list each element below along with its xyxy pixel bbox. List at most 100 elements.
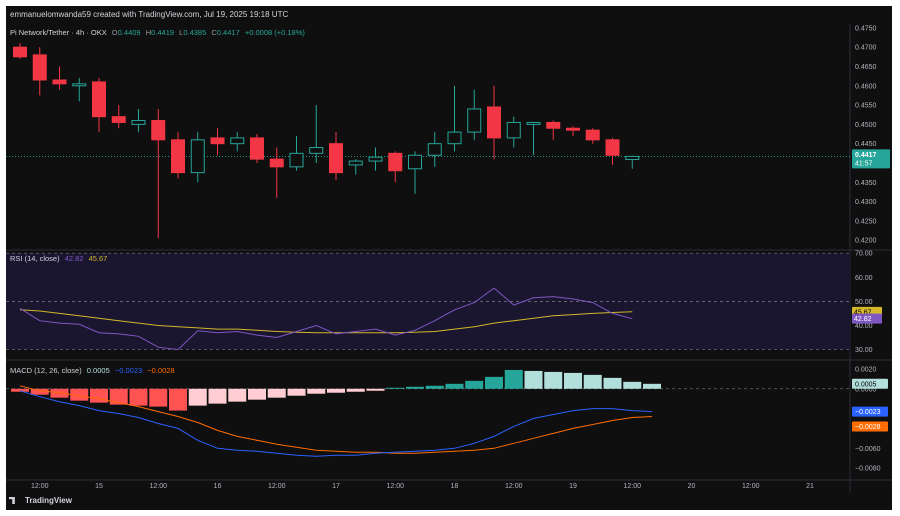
price-axis-tick: 0.4750 (855, 25, 877, 32)
candle-body[interactable] (487, 106, 501, 139)
macd-line-tag (852, 406, 888, 417)
candle-body[interactable] (32, 54, 47, 81)
macd-histogram-bar[interactable] (208, 388, 227, 404)
macd-histogram-bar[interactable] (169, 388, 187, 411)
symbol-legend[interactable]: Pi Network/Tether · 4h · OKX O0.4409 H0.… (10, 28, 308, 37)
candle-body[interactable] (230, 137, 245, 145)
macd-histogram-bar[interactable] (109, 388, 128, 405)
candle-body[interactable] (368, 156, 383, 162)
macd-histogram-bar[interactable] (346, 388, 365, 392)
candle-body[interactable] (131, 120, 146, 125)
tradingview-logo[interactable]: TradingView (9, 496, 72, 505)
macd-hist-tag (852, 378, 888, 389)
macd-histogram-bar[interactable] (267, 388, 286, 398)
candle-body[interactable] (506, 121, 521, 139)
time-axis-tick: 19 (569, 483, 577, 490)
price-axis-tick: 0.4700 (855, 45, 877, 52)
macd-histogram-bar[interactable] (287, 388, 306, 396)
rsi-line[interactable] (19, 287, 633, 351)
price-axis-tick: 0.4650 (855, 64, 877, 71)
chart-canvas[interactable]: 0.4750 0.4700 0.4650 0.4600 0.4550 0.4500 0.44… (6, 6, 892, 510)
candle-body[interactable] (111, 116, 126, 123)
candle-body[interactable] (427, 143, 442, 156)
macd-histogram-bar[interactable] (149, 388, 168, 407)
rsi-ma-line[interactable] (19, 309, 633, 334)
candle-body[interactable] (329, 143, 343, 174)
macd-histogram-bar[interactable] (248, 388, 266, 400)
candle-body[interactable] (566, 127, 580, 131)
macd-histogram-bar[interactable] (485, 376, 503, 389)
candle-body[interactable] (92, 81, 106, 118)
tradingview-chart-frame: 0.4750 0.4700 0.4650 0.4600 0.4550 0.4500 0.44… (6, 6, 892, 510)
macd-line-tag-value: −0.0023 (855, 409, 881, 416)
macd-histogram-bar[interactable] (188, 388, 207, 406)
rsi-name[interactable]: RSI (14, close) (10, 254, 60, 263)
candle-body[interactable] (546, 121, 561, 129)
low-value: 0.4385 (183, 28, 207, 37)
macd-histogram-bar[interactable] (30, 388, 49, 395)
time-axis-tick: 12:00 (31, 483, 49, 490)
tradingview-logo-text: TradingView (25, 496, 72, 505)
candle-body[interactable] (585, 129, 600, 141)
macd-histogram-bar[interactable] (465, 380, 484, 389)
macd-histogram-bar[interactable] (603, 377, 622, 389)
time-axis-tick: 16 (214, 483, 222, 490)
time-axis-tick: 12:00 (268, 483, 286, 490)
macd-histogram-bar[interactable] (564, 372, 582, 389)
macd-axis-tick: 0.0020 (855, 366, 877, 373)
candle-body[interactable] (625, 155, 640, 161)
candle-body[interactable] (269, 158, 284, 168)
macd-histogram-bar[interactable] (504, 369, 523, 389)
macd-histogram-bar[interactable] (90, 388, 108, 403)
candle-body[interactable] (447, 131, 462, 145)
macd-signal-line[interactable] (19, 385, 653, 454)
candle-body[interactable] (526, 121, 541, 125)
candle-body[interactable] (309, 147, 324, 154)
candle-body[interactable] (52, 79, 67, 85)
candle-body[interactable] (388, 152, 403, 172)
symbol-name[interactable]: Pi Network/Tether · 4h · OKX (10, 28, 107, 37)
close-label: C (211, 28, 217, 37)
macd-legend[interactable]: MACD (12, 26, close) 0.0005 −0.0023 −0.0… (10, 366, 178, 375)
macd-histogram-bar[interactable] (643, 383, 661, 389)
candle-body[interactable] (467, 108, 482, 133)
macd-hist-value: 0.0005 (86, 366, 110, 375)
macd-histogram-bar[interactable] (524, 370, 543, 389)
macd-histogram-bar[interactable] (583, 374, 602, 389)
macd-histogram-bar[interactable] (366, 388, 385, 391)
macd-histogram-bar[interactable] (307, 388, 326, 394)
macd-histogram-bar[interactable] (228, 388, 247, 402)
macd-histogram-bar[interactable] (50, 388, 69, 398)
macd-name[interactable]: MACD (12, 26, close) (10, 366, 82, 375)
macd-histogram-bar[interactable] (623, 381, 642, 389)
candle-body[interactable] (348, 160, 363, 166)
candle-body[interactable] (190, 139, 205, 174)
candle-body[interactable] (408, 154, 422, 170)
macd-axis-tick: −0.0080 (855, 466, 881, 473)
price-axis-tick: 0.4600 (855, 83, 877, 90)
macd-histogram-bar[interactable] (327, 388, 345, 393)
macd-histogram-bar[interactable] (129, 388, 148, 406)
candle-body[interactable] (72, 83, 87, 87)
rsi-tag (852, 313, 882, 324)
candle-body[interactable] (250, 137, 264, 160)
macd-histogram-bar[interactable] (406, 386, 424, 389)
rsi-legend[interactable]: RSI (14, close) 42.82 45.67 (10, 254, 110, 263)
candle-body[interactable] (171, 139, 185, 174)
candle-body[interactable] (605, 139, 620, 156)
candle-body[interactable] (13, 46, 27, 58)
candle-body[interactable] (151, 120, 166, 141)
close-value: 0.4417 (216, 28, 240, 37)
macd-histogram-bar[interactable] (11, 388, 29, 392)
macd-histogram-bar[interactable] (425, 385, 444, 389)
candle-body[interactable] (289, 152, 304, 168)
time-axis-tick: 20 (688, 483, 696, 490)
macd-histogram-bar[interactable] (386, 387, 405, 389)
macd-histogram-bar[interactable] (70, 388, 89, 401)
macd-histogram-bar[interactable] (445, 383, 464, 389)
time-axis-tick: 12:00 (149, 483, 167, 490)
time-axis-tick: 12:00 (386, 483, 404, 490)
candle-body[interactable] (210, 137, 225, 145)
macd-histogram-bar[interactable] (544, 371, 563, 389)
macd-line[interactable] (19, 390, 653, 457)
